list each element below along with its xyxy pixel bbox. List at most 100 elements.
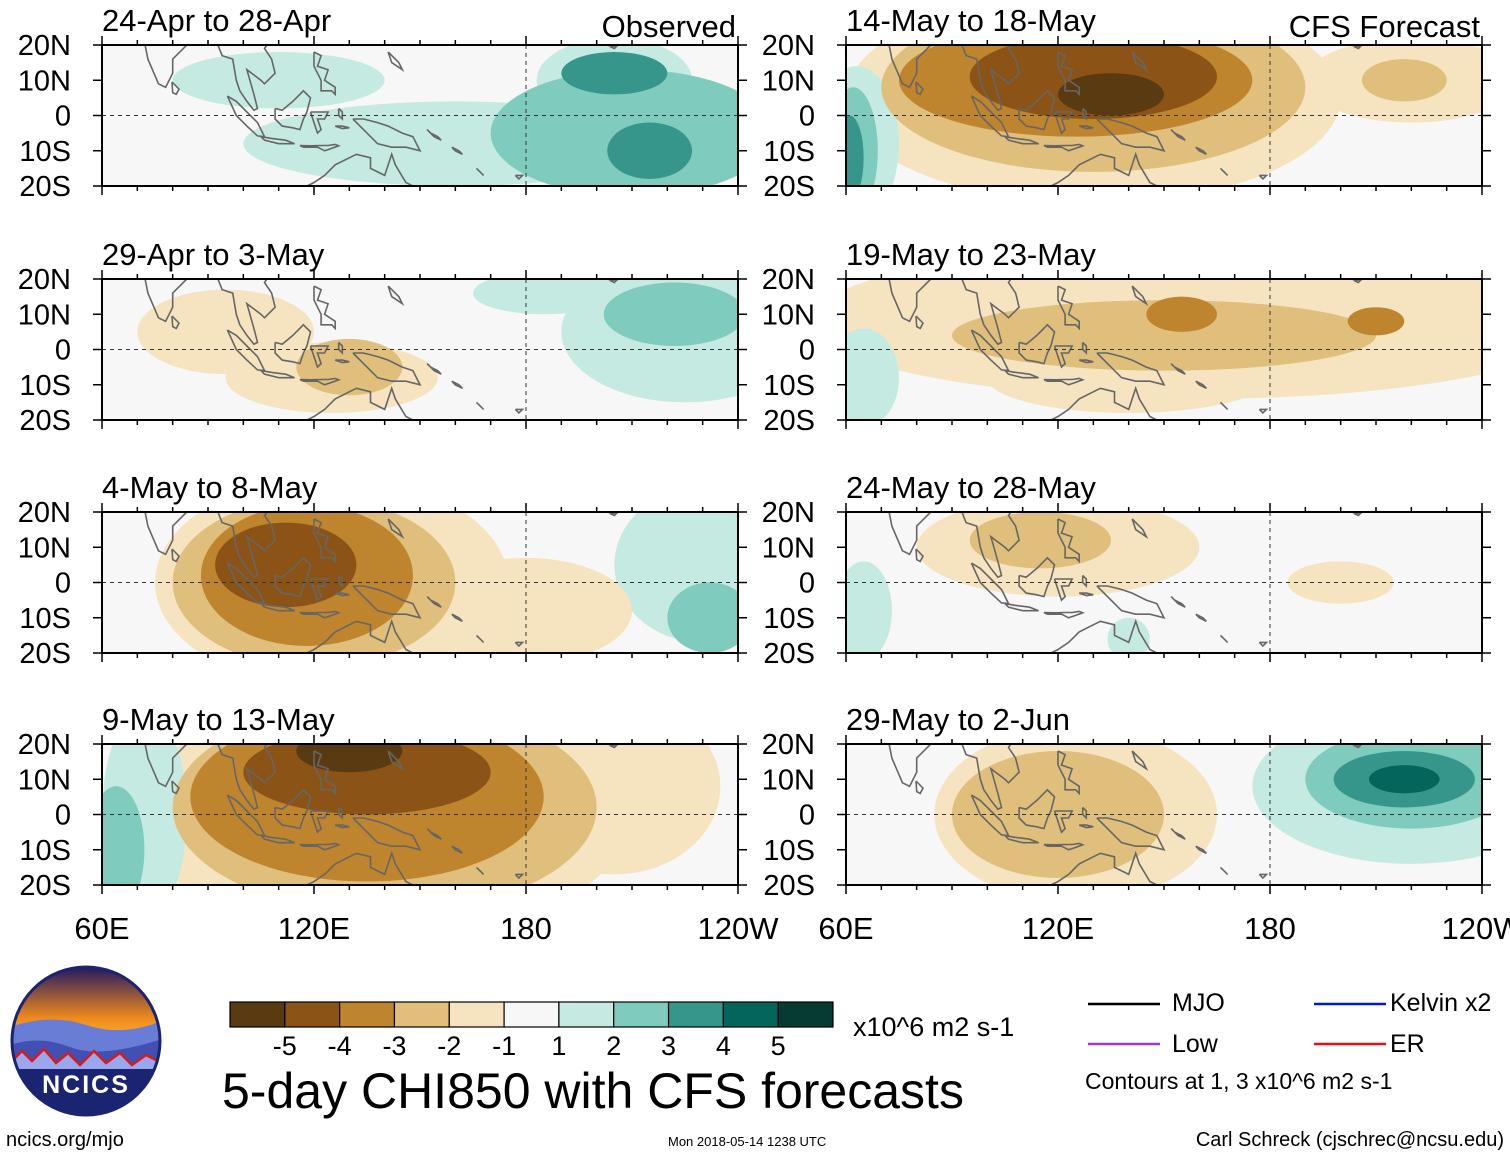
coastline — [313, 750, 336, 796]
panel-title: 9-May to 13-May — [102, 702, 335, 737]
ncics-logo: NCICS — [10, 965, 162, 1117]
coastline — [387, 750, 405, 772]
field-blob — [296, 338, 403, 396]
field-blob — [969, 512, 1111, 569]
coastline — [352, 352, 422, 387]
coastline — [1081, 107, 1088, 121]
y-tick-label: 0 — [55, 101, 71, 133]
coastlines — [144, 279, 619, 420]
colorbar-units: x10^6 m2 s-1 — [853, 1012, 1015, 1042]
y-tick-label: 0 — [55, 568, 71, 600]
coastline — [1131, 750, 1149, 772]
colorbar: -5 -4 -3 -2 -1 1 2 3 4 5 — [229, 1001, 834, 1061]
coastline — [171, 548, 180, 563]
coastline — [1219, 401, 1229, 410]
coastline — [1049, 850, 1159, 885]
coastline — [1096, 352, 1166, 387]
colorbar-swatch — [777, 1001, 834, 1028]
coastline — [1078, 359, 1094, 364]
coastline — [475, 866, 485, 875]
panel-title: 29-Apr to 3-May — [102, 237, 325, 272]
coastline — [299, 143, 341, 152]
colorbar-swatch — [284, 1001, 341, 1028]
y-tick-label: 10S — [19, 136, 71, 168]
coastline — [1004, 602, 1039, 612]
field-blob — [102, 786, 145, 885]
panel-title: 19-May to 23-May — [846, 237, 1096, 272]
coastline — [352, 118, 422, 153]
coastline — [915, 315, 924, 330]
y-tick-label: 10S — [763, 370, 815, 402]
coastline — [171, 81, 180, 96]
coastline — [475, 401, 485, 410]
coastline — [387, 518, 405, 540]
coastlines — [888, 744, 1363, 885]
y-tick-label: 0 — [799, 335, 815, 367]
coastline — [475, 167, 485, 176]
coastline — [1078, 125, 1094, 130]
coastline — [475, 634, 485, 643]
main-title: 5-day CHI850 with CFS forecasts — [222, 1063, 964, 1119]
y-tick-label: 20S — [763, 870, 815, 902]
contour-legend — [1088, 1002, 1386, 1046]
coastline — [334, 125, 350, 130]
coastline — [309, 810, 330, 834]
coastline — [1258, 873, 1269, 880]
coastline — [1078, 592, 1094, 597]
field-shading — [846, 279, 1482, 420]
x-tick-label: 60E — [74, 911, 129, 946]
y-tick-label: 20N — [18, 497, 71, 529]
coastline — [305, 151, 415, 186]
coastline — [1195, 613, 1207, 623]
field-blob — [1287, 561, 1394, 604]
coastline — [426, 596, 442, 608]
coastline — [451, 845, 463, 855]
coastline — [1195, 146, 1207, 156]
y-tick-label: 20N — [762, 264, 815, 296]
coastline — [1049, 151, 1159, 186]
colorbar-swatch — [722, 1001, 779, 1028]
coastline — [1195, 845, 1207, 855]
field-blob — [607, 122, 693, 179]
column-label: Observed — [602, 9, 736, 44]
y-tick-label: 0 — [799, 568, 815, 600]
coastline — [1170, 363, 1186, 375]
field-blob — [420, 557, 632, 653]
x-tick-label: 120W — [1442, 911, 1510, 946]
y-tick-label: 20N — [762, 729, 815, 761]
coastline — [309, 345, 330, 369]
coastline — [352, 817, 422, 852]
field-blob — [215, 522, 357, 608]
coastline — [144, 45, 276, 112]
field-blob — [1107, 617, 1150, 653]
coastline — [426, 828, 442, 840]
colorbar-tick-label: 2 — [606, 1031, 621, 1061]
coastline — [1043, 143, 1085, 152]
field-blob — [846, 115, 864, 186]
footer-url[interactable]: ncics.org/mjo — [6, 1129, 124, 1151]
y-tick-label: 10N — [18, 299, 71, 331]
coastline — [514, 408, 525, 415]
coastline — [514, 174, 525, 181]
coastline — [1049, 385, 1159, 420]
field-blob — [1368, 765, 1440, 794]
coastline — [1043, 842, 1085, 851]
coastline — [309, 578, 330, 602]
colorbar-tick-label: -1 — [492, 1031, 516, 1061]
panel-title: 24-May to 28-May — [846, 470, 1096, 505]
y-tick-label: 10N — [18, 65, 71, 97]
colorbar-tick-label: -4 — [328, 1031, 352, 1061]
y-tick-label: 20S — [19, 638, 71, 670]
coastline — [1081, 574, 1088, 588]
coastline — [313, 285, 336, 331]
coastline — [1049, 618, 1159, 653]
coastline — [1057, 285, 1080, 331]
y-tick-label: 20N — [18, 729, 71, 761]
coastline — [260, 369, 295, 379]
x-tick-label: 60E — [818, 911, 873, 946]
field-blob — [1058, 73, 1164, 116]
